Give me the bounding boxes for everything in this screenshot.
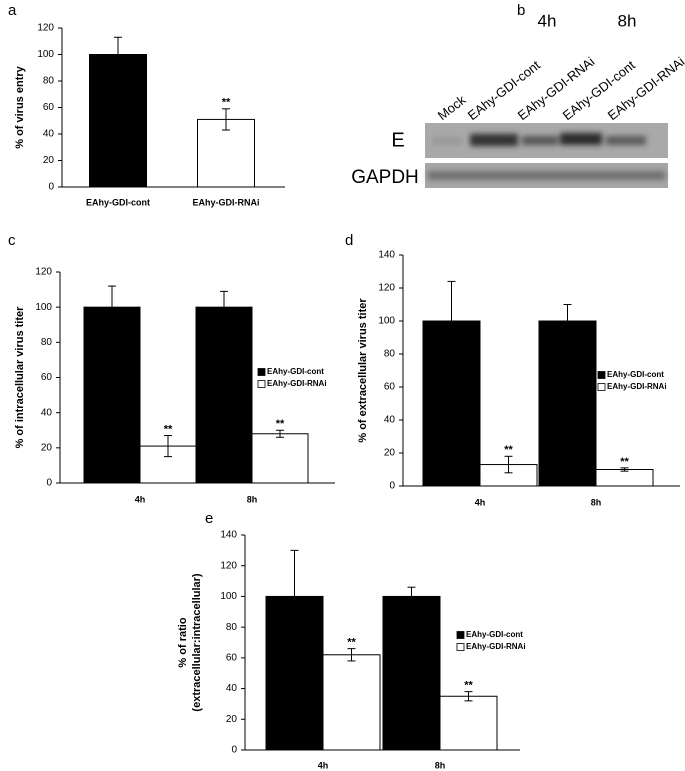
y-tick-label: 0 [46, 478, 52, 489]
legend-label: EAhy-GDI-cont [466, 630, 523, 639]
y-tick-label: 40 [384, 415, 396, 426]
significance: ** [222, 97, 231, 109]
band [560, 133, 602, 145]
y-tick-label: 100 [220, 591, 237, 602]
x-tick-label: 4h [475, 497, 486, 507]
y-tick-label: 0 [389, 481, 395, 492]
y-tick-label: 120 [220, 560, 237, 571]
y-tick-label: 120 [37, 23, 54, 34]
y-axis-label: (extracellular:intracellular) [191, 573, 203, 712]
panel-label: c [8, 232, 16, 249]
bar [439, 695, 498, 751]
significance: ** [464, 680, 473, 692]
y-tick-label: 100 [378, 316, 395, 327]
y-tick-label: 100 [35, 302, 52, 313]
significance: ** [276, 418, 285, 430]
x-tick-label: EAhy-GDI-RNAi [193, 197, 260, 207]
y-axis-label: % of extracellular virus titer [357, 298, 369, 443]
lane-label: EAhy-GDI-RNAi [605, 54, 685, 123]
bar [195, 306, 253, 484]
panel-label: a [8, 2, 17, 19]
significance: ** [164, 423, 173, 435]
x-tick-label: 8h [435, 760, 446, 770]
row-label: E [391, 129, 404, 151]
bar [83, 306, 141, 484]
y-tick-label: 40 [43, 129, 55, 140]
y-tick-label: 20 [226, 714, 238, 725]
panel-label: d [345, 232, 353, 249]
y-tick-label: 140 [378, 250, 395, 261]
bar [322, 654, 381, 751]
y-tick-label: 40 [226, 683, 238, 694]
bar [538, 320, 597, 487]
lane-label: Mock [435, 92, 469, 123]
panel-label: b [517, 2, 525, 19]
x-tick-label: 4h [318, 760, 329, 770]
significance: ** [504, 444, 513, 456]
bar [595, 469, 654, 487]
y-tick-label: 60 [384, 382, 396, 393]
legend-swatch [597, 383, 606, 391]
y-tick-label: 60 [41, 372, 53, 383]
legend-swatch [257, 368, 266, 376]
band [470, 134, 518, 146]
y-tick-label: 120 [35, 267, 52, 278]
y-tick-label: 60 [226, 652, 238, 663]
legend-swatch [456, 631, 465, 639]
y-tick-label: 80 [226, 622, 238, 633]
panel-label: e [205, 510, 213, 527]
y-tick-label: 0 [231, 745, 237, 756]
y-tick-label: 20 [43, 155, 55, 166]
y-tick-label: 140 [220, 530, 237, 541]
legend-label: EAhy-GDI-cont [267, 367, 324, 376]
time-label: 8h [618, 11, 637, 30]
y-tick-label: 120 [378, 283, 395, 294]
western-blot: b 4h 8h Mock EAhy-GDI-cont EAhy-GDI-RNAi… [351, 2, 685, 188]
y-axis-label: % of virus entry [14, 65, 26, 148]
time-label: 4h [538, 11, 557, 30]
legend-label: EAhy-GDI-cont [607, 370, 664, 379]
row-label: GAPDH [351, 167, 419, 188]
y-tick-label: 20 [41, 442, 53, 453]
y-tick-label: 20 [384, 448, 396, 459]
bar [89, 54, 147, 188]
y-axis-label: % of ratio [177, 617, 189, 667]
x-tick-label: 4h [135, 494, 146, 504]
y-tick-label: 80 [384, 349, 396, 360]
y-tick-label: 80 [41, 337, 53, 348]
legend-label: EAhy-GDI-RNAi [267, 379, 327, 388]
band [432, 137, 462, 145]
legend-label: EAhy-GDI-RNAi [466, 642, 526, 651]
legend-label: EAhy-GDI-RNAi [607, 382, 667, 391]
band [606, 136, 646, 145]
bar [382, 595, 441, 751]
band [428, 171, 665, 180]
band [522, 136, 558, 145]
y-tick-label: 0 [48, 182, 54, 193]
y-tick-label: 100 [37, 49, 54, 60]
y-tick-label: 80 [43, 76, 55, 87]
bar [197, 118, 255, 188]
legend-swatch [597, 371, 606, 379]
bands [432, 133, 646, 146]
bar [251, 433, 309, 484]
x-tick-label: 8h [247, 494, 258, 504]
y-tick-label: 40 [41, 407, 53, 418]
significance: ** [347, 637, 356, 649]
y-axis-label: % of intracellular virus titer [14, 306, 26, 449]
legend-swatch [257, 380, 266, 388]
y-tick-label: 60 [43, 102, 55, 113]
legend-swatch [456, 643, 465, 651]
x-tick-label: 8h [591, 497, 602, 507]
x-tick-label: EAhy-GDI-cont [86, 197, 150, 207]
significance: ** [620, 456, 629, 468]
